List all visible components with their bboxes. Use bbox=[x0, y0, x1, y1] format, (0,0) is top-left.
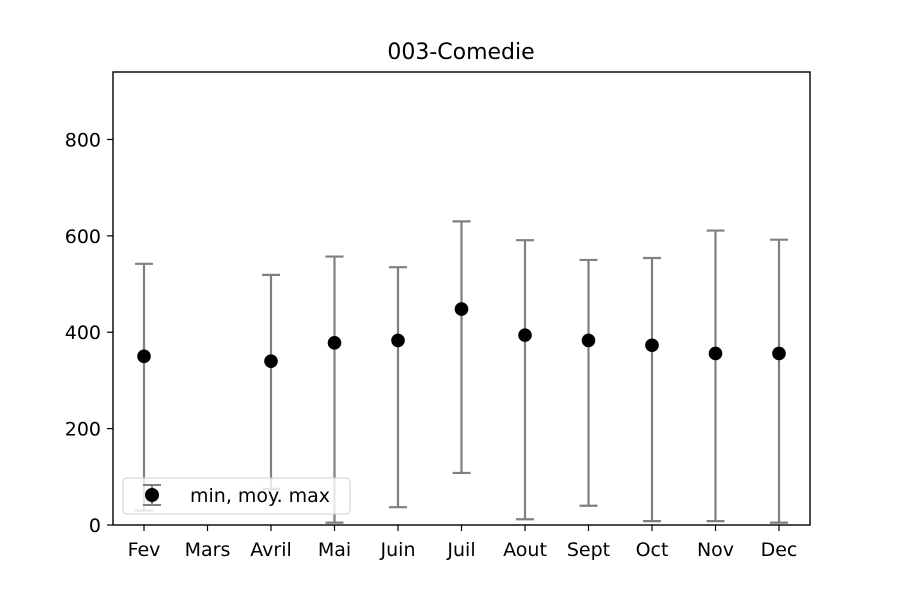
data-point bbox=[645, 338, 659, 353]
x-tick-label: Juin bbox=[380, 539, 416, 561]
x-tick-label: Juil bbox=[446, 539, 475, 561]
data-point bbox=[772, 346, 786, 361]
legend-marker bbox=[145, 488, 159, 502]
data-point bbox=[708, 346, 723, 361]
data-point bbox=[454, 302, 469, 316]
y-tick-label: 0 bbox=[89, 515, 101, 537]
x-tick-label: Mars bbox=[185, 539, 231, 561]
data-point bbox=[137, 349, 151, 364]
legend-label: min, moy. max bbox=[190, 485, 330, 507]
y-tick-label: 400 bbox=[65, 322, 101, 344]
x-tick-label: Aout bbox=[503, 539, 547, 561]
y-tick-label: 600 bbox=[65, 226, 101, 248]
x-tick-label: Oct bbox=[636, 539, 669, 561]
axes: 0 200 400 600 800 Fev Mars Avril Mai Juin Juil Aout… bbox=[65, 129, 798, 561]
y-tick-label: 800 bbox=[65, 129, 101, 151]
data-point bbox=[581, 333, 596, 348]
chart-title: 003-Comedie bbox=[387, 40, 534, 65]
data-point bbox=[518, 328, 532, 342]
data-point bbox=[391, 333, 405, 348]
legend: min, moy. max bbox=[122, 477, 351, 515]
x-tick-label: Fev bbox=[128, 539, 161, 561]
x-tick-label: Nov bbox=[697, 539, 734, 561]
plot-area bbox=[135, 220, 788, 524]
data-point bbox=[327, 336, 342, 350]
y-tick-label: 200 bbox=[65, 419, 101, 441]
x-tick-label: Sept bbox=[567, 539, 610, 561]
x-tick-label: Avril bbox=[250, 539, 292, 561]
x-tick-label: Dec bbox=[761, 539, 798, 561]
data-point bbox=[264, 354, 278, 368]
x-tick-label: Mai bbox=[318, 539, 351, 561]
legend-box bbox=[122, 477, 351, 515]
